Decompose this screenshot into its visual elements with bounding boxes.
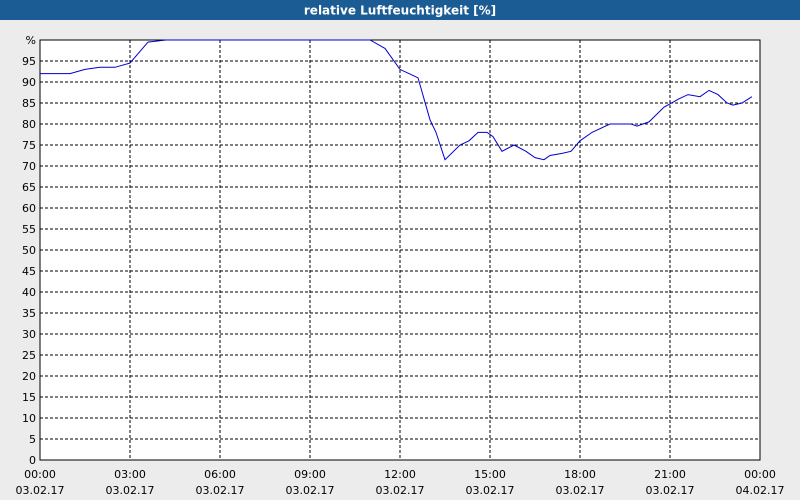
y-tick-label: 20 — [22, 370, 36, 383]
x-tick-date: 03.02.17 — [646, 484, 695, 497]
x-tick-label: 06:00 — [204, 468, 236, 481]
x-tick-date: 03.02.17 — [16, 484, 65, 497]
y-tick-label: 80 — [22, 118, 36, 131]
y-tick-label: 70 — [22, 160, 36, 173]
x-tick-date: 03.02.17 — [466, 484, 515, 497]
y-tick-label: 40 — [22, 286, 36, 299]
y-tick-label: 90 — [22, 76, 36, 89]
x-tick-date: 04.02.17 — [736, 484, 785, 497]
plot-frame — [39, 39, 761, 461]
x-tick-label: 21:00 — [654, 468, 686, 481]
y-tick-label: 50 — [22, 244, 36, 257]
y-tick-label: 25 — [22, 349, 36, 362]
x-tick-label: 00:00 — [744, 468, 776, 481]
x-tick-label: 03:00 — [114, 468, 146, 481]
x-tick-label: 18:00 — [564, 468, 596, 481]
chart-title: relative Luftfeuchtigkeit [%] — [304, 4, 496, 18]
y-tick-label: 85 — [22, 97, 36, 110]
x-tick-label: 15:00 — [474, 468, 506, 481]
x-tick-date: 03.02.17 — [556, 484, 605, 497]
y-tick-label: 30 — [22, 328, 36, 341]
x-tick-date: 03.02.17 — [106, 484, 155, 497]
y-tick-label: 55 — [22, 223, 36, 236]
y-tick-label: 0 — [29, 454, 36, 467]
x-tick-date: 03.02.17 — [376, 484, 425, 497]
y-tick-label: 45 — [22, 265, 36, 278]
x-tick-label: 00:00 — [24, 468, 56, 481]
y-tick-label: 5 — [29, 433, 36, 446]
y-tick-label: 35 — [22, 307, 36, 320]
y-tick-label: 75 — [22, 139, 36, 152]
x-tick-label: 12:00 — [384, 468, 416, 481]
title-bar — [0, 0, 800, 20]
y-tick-label: 65 — [22, 181, 36, 194]
y-tick-label: 10 — [22, 412, 36, 425]
x-tick-label: 09:00 — [294, 468, 326, 481]
y-tick-label: 60 — [22, 202, 36, 215]
data-line — [40, 39, 753, 161]
y-tick-label: 15 — [22, 391, 36, 404]
y-tick-label: 95 — [22, 55, 36, 68]
x-tick-date: 03.02.17 — [286, 484, 335, 497]
x-tick-date: 03.02.17 — [196, 484, 245, 497]
y-tick-label: % — [26, 34, 36, 47]
